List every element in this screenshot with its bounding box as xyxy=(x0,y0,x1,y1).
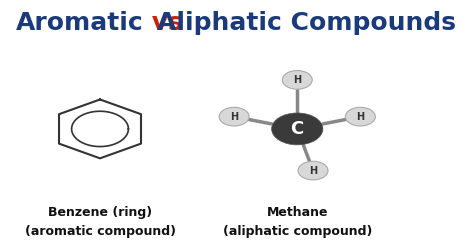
Text: vs: vs xyxy=(144,11,192,35)
Circle shape xyxy=(298,161,328,180)
Circle shape xyxy=(219,107,249,126)
Text: Aliphatic Compounds: Aliphatic Compounds xyxy=(157,11,456,35)
Text: H: H xyxy=(293,75,301,85)
Text: H: H xyxy=(309,166,317,176)
Text: H: H xyxy=(356,112,365,122)
Circle shape xyxy=(346,107,375,126)
Text: C: C xyxy=(291,120,304,138)
Text: H: H xyxy=(230,112,238,122)
Text: (aromatic compound): (aromatic compound) xyxy=(25,225,175,238)
Circle shape xyxy=(272,113,323,145)
Text: Aromatic: Aromatic xyxy=(16,11,144,35)
Text: (aliphatic compound): (aliphatic compound) xyxy=(223,225,372,238)
Text: Methane: Methane xyxy=(266,206,328,219)
Text: Benzene (ring): Benzene (ring) xyxy=(48,206,152,219)
Circle shape xyxy=(282,70,312,89)
